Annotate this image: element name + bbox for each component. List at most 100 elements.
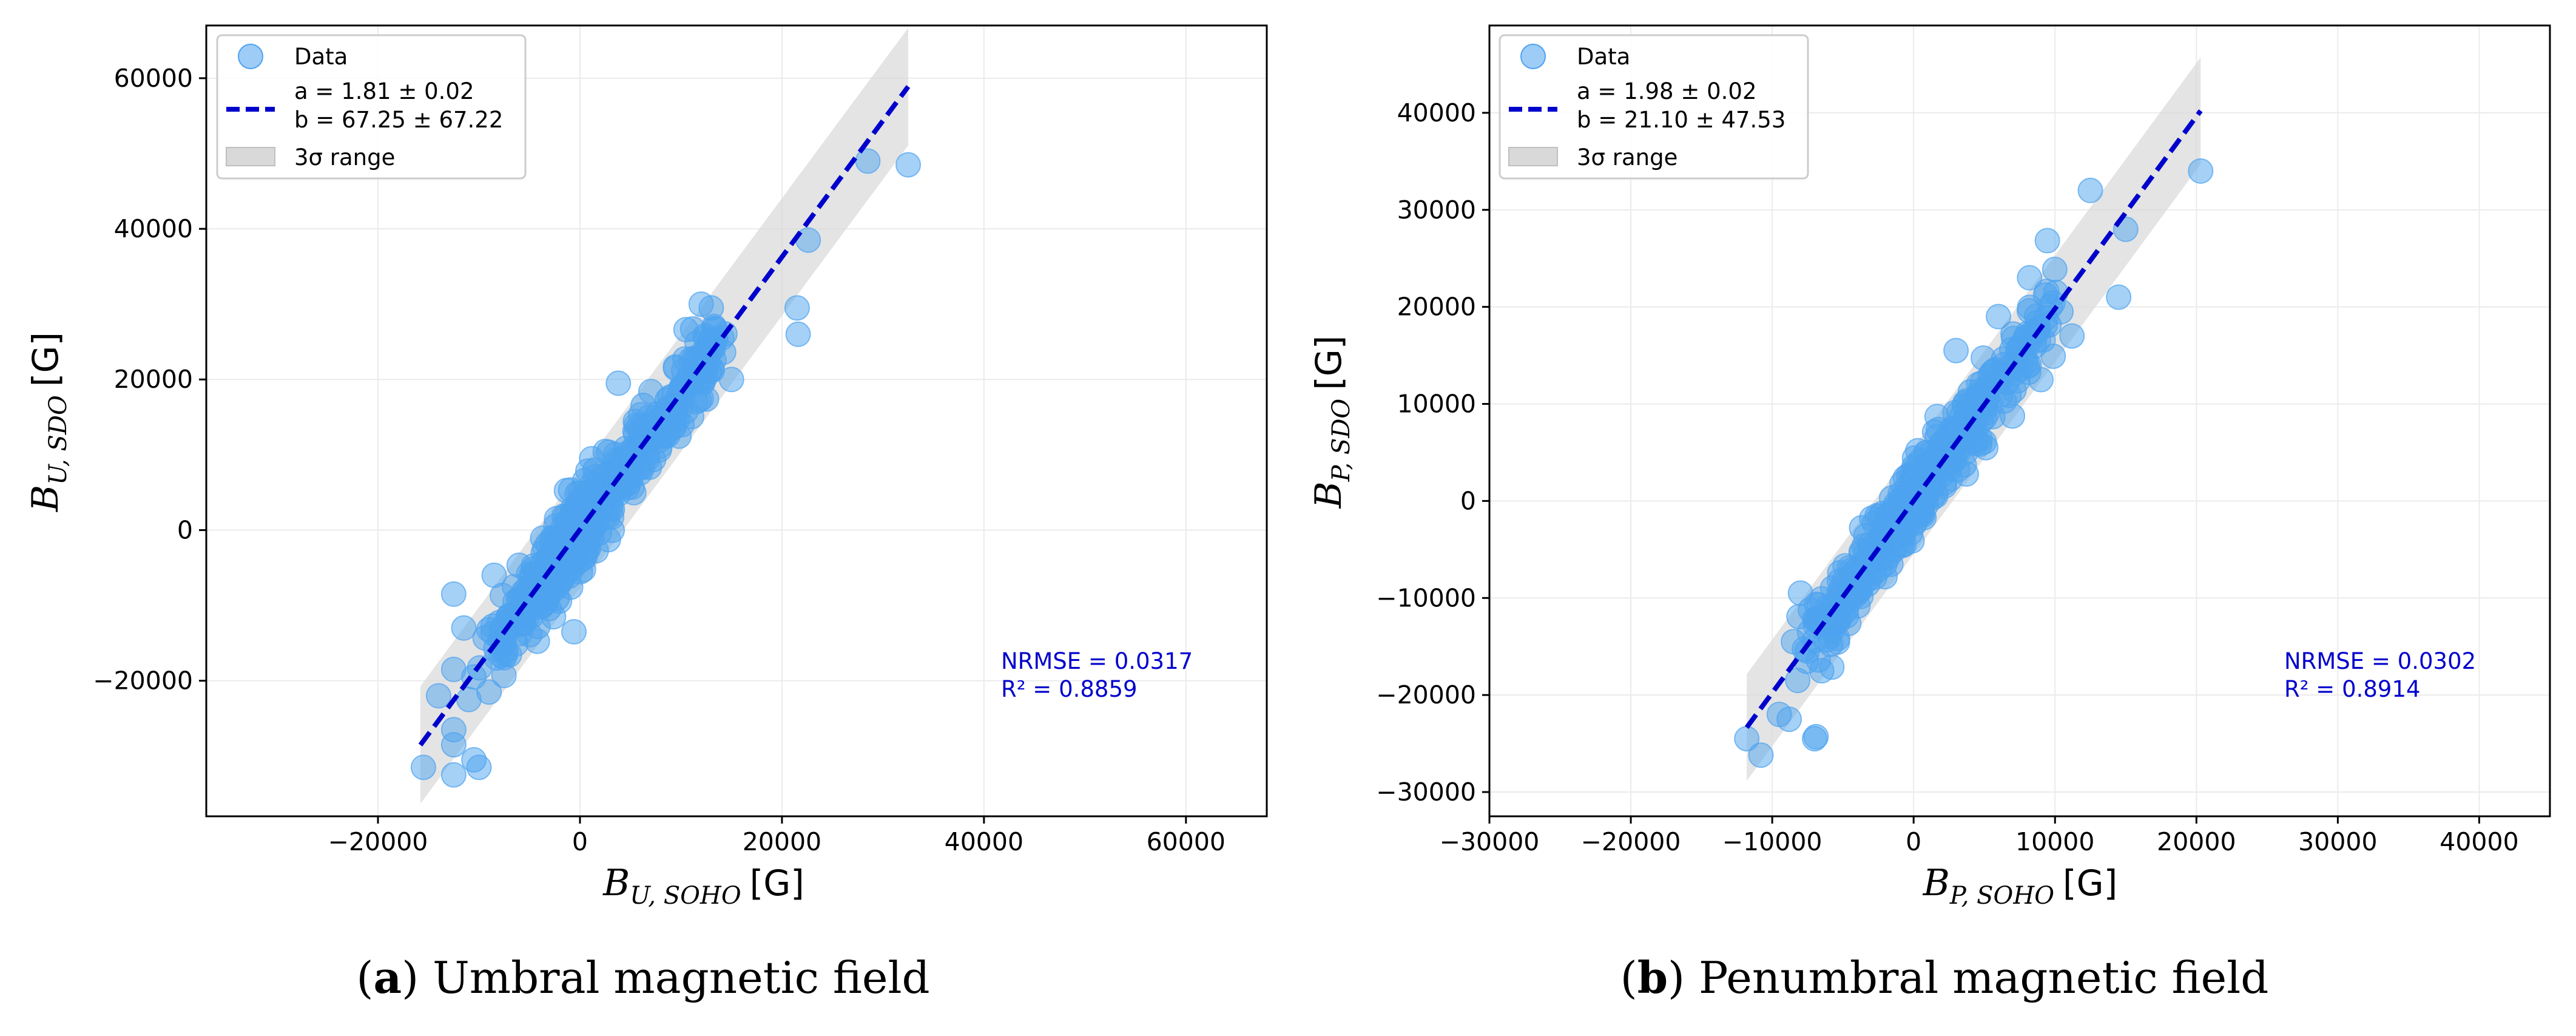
- y-axis-subscript: P, SDO: [1327, 399, 1355, 482]
- data-point: [2059, 323, 2085, 349]
- legend: Data a = 1.98 ± 0.02 b = 21.10 ± 47.53 3…: [1499, 34, 1809, 180]
- legend-data-label: Data: [1577, 44, 1630, 70]
- legend-fit-label-a: a = 1.81 ± 0.02: [294, 78, 474, 104]
- legend-band-swatch: [1508, 147, 1558, 166]
- data-point: [1954, 461, 1980, 487]
- data-point: [1787, 580, 1813, 606]
- legend: Data a = 1.81 ± 0.02 b = 67.25 ± 67.22 3…: [216, 34, 527, 180]
- grid-lines: [206, 25, 1267, 816]
- y-tick-label: 0: [177, 515, 193, 544]
- x-tick-label: −10000: [1722, 827, 1822, 856]
- data-point: [440, 762, 467, 788]
- data-point: [2032, 282, 2058, 308]
- x-tick-label: −30000: [1440, 827, 1540, 856]
- x-axis-symbol: B: [1923, 862, 1950, 904]
- stats-r2: R² = 0.8914: [2284, 676, 2421, 702]
- stats-nrmse: NRMSE = 0.0302: [2284, 648, 2476, 674]
- x-axis-label: BU, SOHO [G]: [602, 862, 804, 910]
- y-axis-symbol: B: [1307, 481, 1350, 509]
- x-tick-label: 40000: [2439, 827, 2518, 856]
- data-point: [451, 615, 477, 641]
- y-tick-label: −20000: [93, 666, 193, 696]
- y-axis-unit: [G]: [1308, 336, 1349, 390]
- data-point: [481, 562, 507, 588]
- data-point: [686, 387, 712, 413]
- data-point: [605, 370, 632, 396]
- data-point: [2000, 325, 2026, 351]
- y-axis-subscript: U, SDO: [44, 395, 72, 485]
- x-axis-subscript: P, SOHO: [1949, 882, 2054, 910]
- panel-penumbral: −30000 −20000 −10000 0 10000 20000 30000 40000 …: [1307, 24, 2551, 1003]
- data-point: [1785, 668, 1811, 694]
- data-point: [561, 618, 587, 645]
- y-ticks: −20000 0 20000 40000 60000: [93, 64, 206, 696]
- y-axis-label: BU, SDO [G]: [24, 332, 72, 512]
- x-tick-label: 10000: [2015, 827, 2094, 856]
- x-tick-label: 40000: [945, 827, 1023, 856]
- data-point: [559, 549, 585, 575]
- data-points: [410, 148, 922, 788]
- x-tick-label: 20000: [743, 827, 821, 856]
- x-tick-label: 0: [572, 827, 588, 856]
- stats-r2: R² = 0.8859: [1001, 676, 1138, 702]
- caption: (b) Penumbral magnetic field: [1620, 952, 2269, 1003]
- data-point: [2077, 177, 2103, 203]
- y-tick-label: −20000: [1376, 680, 1476, 709]
- legend-data-label: Data: [294, 44, 348, 70]
- data-point: [1986, 303, 2012, 330]
- y-tick-label: 10000: [1397, 390, 1476, 419]
- legend-box: [1499, 34, 1809, 180]
- data-point: [2188, 158, 2214, 184]
- legend-data-marker: [238, 44, 263, 69]
- data-point: [461, 747, 487, 773]
- panel-umbral: −20000 0 20000 40000 60000 −20000 0 20000 40000…: [24, 24, 1268, 1003]
- y-tick-label: 40000: [1397, 98, 1476, 127]
- data-point: [476, 679, 502, 705]
- grid-lines: [1489, 25, 2550, 816]
- data-point: [1824, 601, 1850, 627]
- data-point: [785, 321, 811, 347]
- data-point: [698, 295, 724, 321]
- x-tick-label: 0: [1906, 827, 1921, 856]
- y-tick-label: 60000: [114, 64, 193, 93]
- data-point: [618, 442, 644, 469]
- caption-text: Penumbral magnetic field: [1699, 952, 2268, 1003]
- data-point: [440, 581, 467, 607]
- data-point: [548, 525, 575, 551]
- x-axis-unit: [G]: [2063, 862, 2117, 904]
- plot-frame: [1488, 24, 2551, 818]
- stats-nrmse: NRMSE = 0.0317: [1001, 648, 1193, 674]
- y-axis-unit: [G]: [25, 332, 66, 387]
- x-tick-label: 60000: [1147, 827, 1226, 856]
- data-point: [1803, 723, 1829, 750]
- data-points: [1734, 158, 2214, 768]
- fit-line-layer: [418, 85, 911, 747]
- x-axis-symbol: B: [602, 862, 630, 904]
- y-tick-label: −30000: [1376, 777, 1476, 807]
- x-axis-unit: [G]: [750, 862, 804, 904]
- data-point: [2042, 256, 2068, 282]
- legend-fit-label-a: a = 1.98 ± 0.02: [1577, 78, 1757, 104]
- y-tick-label: 40000: [114, 214, 193, 243]
- data-point: [1943, 337, 1969, 364]
- x-tick-label: 20000: [2157, 827, 2236, 856]
- y-tick-label: 20000: [114, 365, 193, 394]
- legend-band-label: 3σ range: [1577, 144, 1677, 171]
- legend-band-swatch: [226, 147, 275, 166]
- data-point: [1843, 558, 1869, 584]
- legend-fit-label-b: b = 21.10 ± 47.53: [1577, 107, 1785, 133]
- data-point: [483, 635, 509, 662]
- data-point: [2017, 265, 2043, 291]
- caption-letter: b: [1637, 952, 1668, 1003]
- data-point: [1776, 706, 1802, 733]
- data-point: [410, 754, 436, 780]
- caption-letter: a: [373, 952, 402, 1003]
- y-tick-label: 0: [1460, 486, 1476, 515]
- y-tick-label: −10000: [1376, 583, 1476, 612]
- legend-box: [216, 34, 527, 180]
- data-point: [440, 717, 467, 743]
- legend-data-marker: [1520, 44, 1546, 69]
- data-point: [1923, 480, 1949, 506]
- y-ticks: −30000 −20000 −10000 0 10000 20000 30000 40000: [1376, 98, 1489, 807]
- caption: (a) Umbral magnetic field: [356, 952, 929, 1003]
